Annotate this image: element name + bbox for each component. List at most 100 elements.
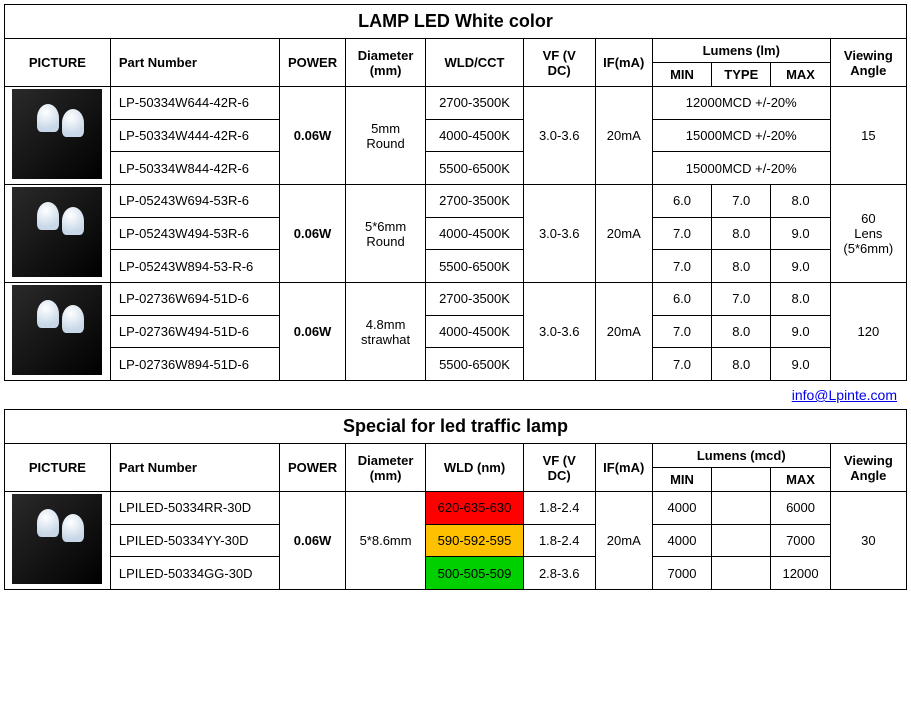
part-number: LP-05243W894-53-R-6 [110,250,279,283]
viewing-angle: 60 Lens (5*6mm) [830,185,906,283]
col2-picture: PICTURE [5,444,111,492]
col2-power: POWER [280,444,346,492]
lumens-min: 7.0 [652,250,711,283]
diameter-value: 5*6mm Round [345,185,425,283]
wld-value: 2700-3500K [426,87,523,120]
table-row: LP-02736W894-51D-6 5500-6500K 7.08.09.0 [5,348,907,381]
wld-value: 620-635-630 [426,492,523,525]
lumens-max: 8.0 [771,185,830,218]
lumens-min: 7.0 [652,348,711,381]
wld-value: 590-592-595 [426,524,523,557]
wld-value: 500-505-509 [426,557,523,590]
lumens-max: 7000 [771,524,830,557]
col-if: IF(mA) [595,39,652,87]
led-product-image [12,89,102,179]
wld-value: 5500-6500K [426,348,523,381]
viewing-angle: 30 [830,492,906,590]
table-row: LP-50334W444-42R-6 4000-4500K 15000MCD +/-… [5,119,907,152]
power-value: 0.06W [280,185,346,283]
col-angle: Viewing Angle [830,39,906,87]
power-value: 0.06W [280,492,346,590]
picture-cell [5,87,111,185]
vf-value: 3.0-3.6 [523,283,595,381]
contact-row: info@Lpinte.com [4,381,907,409]
part-number: LP-02736W694-51D-6 [110,283,279,316]
part-number: LP-50334W444-42R-6 [110,119,279,152]
power-value: 0.06W [280,87,346,185]
vf-value: 1.8-2.4 [523,492,595,525]
table-row: LP-50334W644-42R-60.06W5mm Round2700-350… [5,87,907,120]
lumens-max: 8.0 [771,283,830,316]
vf-value: 2.8-3.6 [523,557,595,590]
if-value: 20mA [595,492,652,590]
wld-value: 4000-4500K [426,217,523,250]
col2-if: IF(mA) [595,444,652,492]
diameter-value: 5*8.6mm [345,492,425,590]
col2-wld: WLD (nm) [426,444,523,492]
lumens-min: 6.0 [652,283,711,316]
lumens-type: 7.0 [712,185,771,218]
part-number: LP-50334W644-42R-6 [110,87,279,120]
lumens-max: 12000 [771,557,830,590]
table-row: LP-05243W694-53R-60.06W5*6mm Round2700-3… [5,185,907,218]
col2-min: MIN [652,468,711,492]
lumens-spacer [712,492,771,525]
diameter-value: 4.8mm strawhat [345,283,425,381]
part-number: LP-05243W494-53R-6 [110,217,279,250]
lumens-min: 6.0 [652,185,711,218]
wld-value: 2700-3500K [426,185,523,218]
table-row: LPILED-50334YY-30D590-592-5951.8-2.44000… [5,524,907,557]
traffic-lamp-table: Special for led traffic lamp PICTURE Par… [4,409,907,590]
if-value: 20mA [595,87,652,185]
part-number: LP-02736W894-51D-6 [110,348,279,381]
lumens-type: 8.0 [712,250,771,283]
lumens-max: 9.0 [771,217,830,250]
lumens-type: 7.0 [712,283,771,316]
picture-cell [5,283,111,381]
viewing-angle: 15 [830,87,906,185]
diameter-value: 5mm Round [345,87,425,185]
wld-value: 4000-4500K [426,119,523,152]
lumens-max: 6000 [771,492,830,525]
col-power: POWER [280,39,346,87]
col2-max: MAX [771,468,830,492]
table-row: LPILED-50334GG-30D500-505-5092.8-3.67000… [5,557,907,590]
table-row: LP-05243W494-53R-64000-4500K7.08.09.0 [5,217,907,250]
wld-value: 4000-4500K [426,315,523,348]
part-number: LP-05243W694-53R-6 [110,185,279,218]
picture-cell [5,492,111,590]
col2-part: Part Number [110,444,279,492]
part-number: LPILED-50334YY-30D [110,524,279,557]
led-product-image [12,494,102,584]
col2-angle: Viewing Angle [830,444,906,492]
vf-value: 1.8-2.4 [523,524,595,557]
part-number: LPILED-50334RR-30D [110,492,279,525]
col-wld: WLD/CCT [426,39,523,87]
lumens-type: 8.0 [712,348,771,381]
lumens-type: 8.0 [712,217,771,250]
part-number: LP-02736W494-51D-6 [110,315,279,348]
col2-max-spacer [712,468,771,492]
picture-cell [5,185,111,283]
contact-email-link[interactable]: info@Lpinte.com [792,387,897,403]
col-vf: VF (V DC) [523,39,595,87]
lumens-max: 9.0 [771,348,830,381]
lumens-merged: 15000MCD +/-20% [652,119,830,152]
lumens-max: 9.0 [771,315,830,348]
viewing-angle: 120 [830,283,906,381]
col-part: Part Number [110,39,279,87]
if-value: 20mA [595,185,652,283]
lumens-min: 4000 [652,492,711,525]
col-lumens: Lumens (lm) [652,39,830,63]
lumens-max: 9.0 [771,250,830,283]
lumens-merged: 12000MCD +/-20% [652,87,830,120]
vf-value: 3.0-3.6 [523,87,595,185]
part-number: LPILED-50334GG-30D [110,557,279,590]
lumens-spacer [712,557,771,590]
col2-vf: VF (V DC) [523,444,595,492]
table-row: LP-02736W694-51D-60.06W4.8mm strawhat270… [5,283,907,316]
col2-lumens: Lumens (mcd) [652,444,830,468]
col-picture: PICTURE [5,39,111,87]
wld-value: 5500-6500K [426,250,523,283]
lumens-spacer [712,524,771,557]
